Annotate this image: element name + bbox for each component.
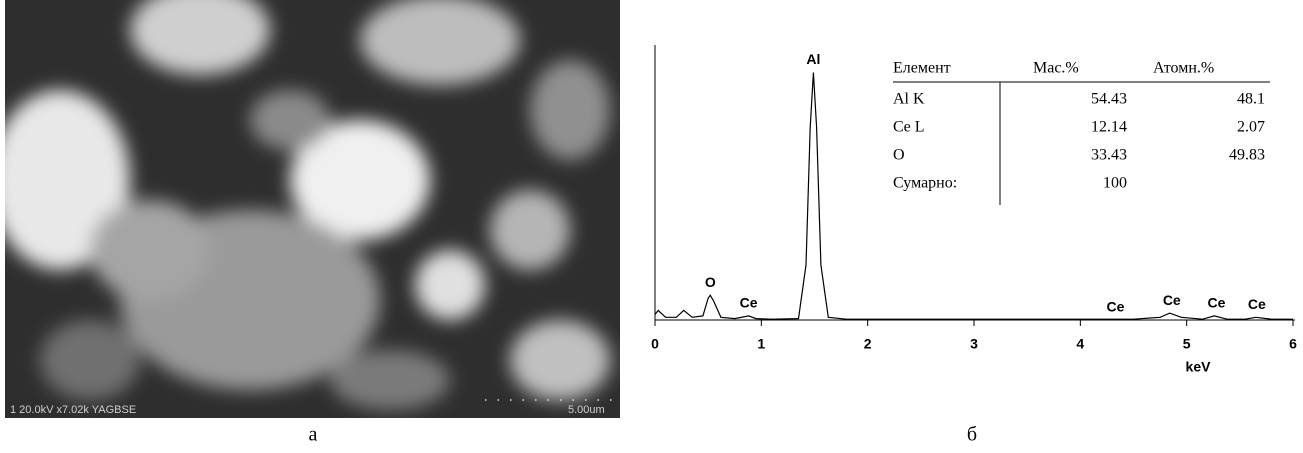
x-tick-label: 5 [1183, 336, 1191, 352]
peak-label: Ce [1163, 292, 1181, 308]
x-tick-label: 6 [1289, 336, 1297, 352]
peak-label: O [705, 274, 716, 290]
caption-b: б [967, 424, 977, 446]
table-cell: 100 [1103, 175, 1127, 192]
peak-label: Ce [1207, 295, 1225, 311]
x-tick-label: 2 [864, 336, 872, 352]
x-tick-label: 0 [651, 336, 659, 352]
table-cell: Сумарно: [893, 175, 957, 192]
sem-info: 1 20.0kV x7.02k YAGBSE [10, 404, 136, 416]
caption-a: а [309, 424, 318, 446]
peak-label: Ce [740, 295, 758, 311]
table-cell: 2.07 [1237, 119, 1265, 136]
table-cell: 48.1 [1237, 91, 1265, 108]
table-header: Мас.% [1033, 60, 1079, 77]
peak-label: Ce [1248, 296, 1266, 312]
table-cell: Ce L [893, 119, 925, 136]
spectrum [654, 72, 1293, 320]
table-cell: 54.43 [1091, 91, 1127, 108]
sem-scale: 5.00um [568, 404, 605, 416]
table-header: Елемент [893, 60, 951, 77]
x-axis-label: keV [1186, 359, 1212, 375]
x-tick-label: 4 [1076, 336, 1084, 352]
sem-image: 1 20.0kV x7.02k YAGBSE 5.00um [5, 0, 620, 418]
peak-label: Al [806, 51, 820, 67]
table-header: Атомн.% [1153, 60, 1214, 77]
x-tick-label: 3 [970, 336, 978, 352]
table-cell: 33.43 [1091, 147, 1127, 164]
table-cell: Al K [893, 91, 925, 108]
table-cell: 49.83 [1229, 147, 1265, 164]
x-tick-label: 1 [757, 336, 765, 352]
table-cell: 12.14 [1091, 119, 1127, 136]
peak-label: Ce [1106, 299, 1124, 315]
table-cell: O [893, 147, 905, 164]
